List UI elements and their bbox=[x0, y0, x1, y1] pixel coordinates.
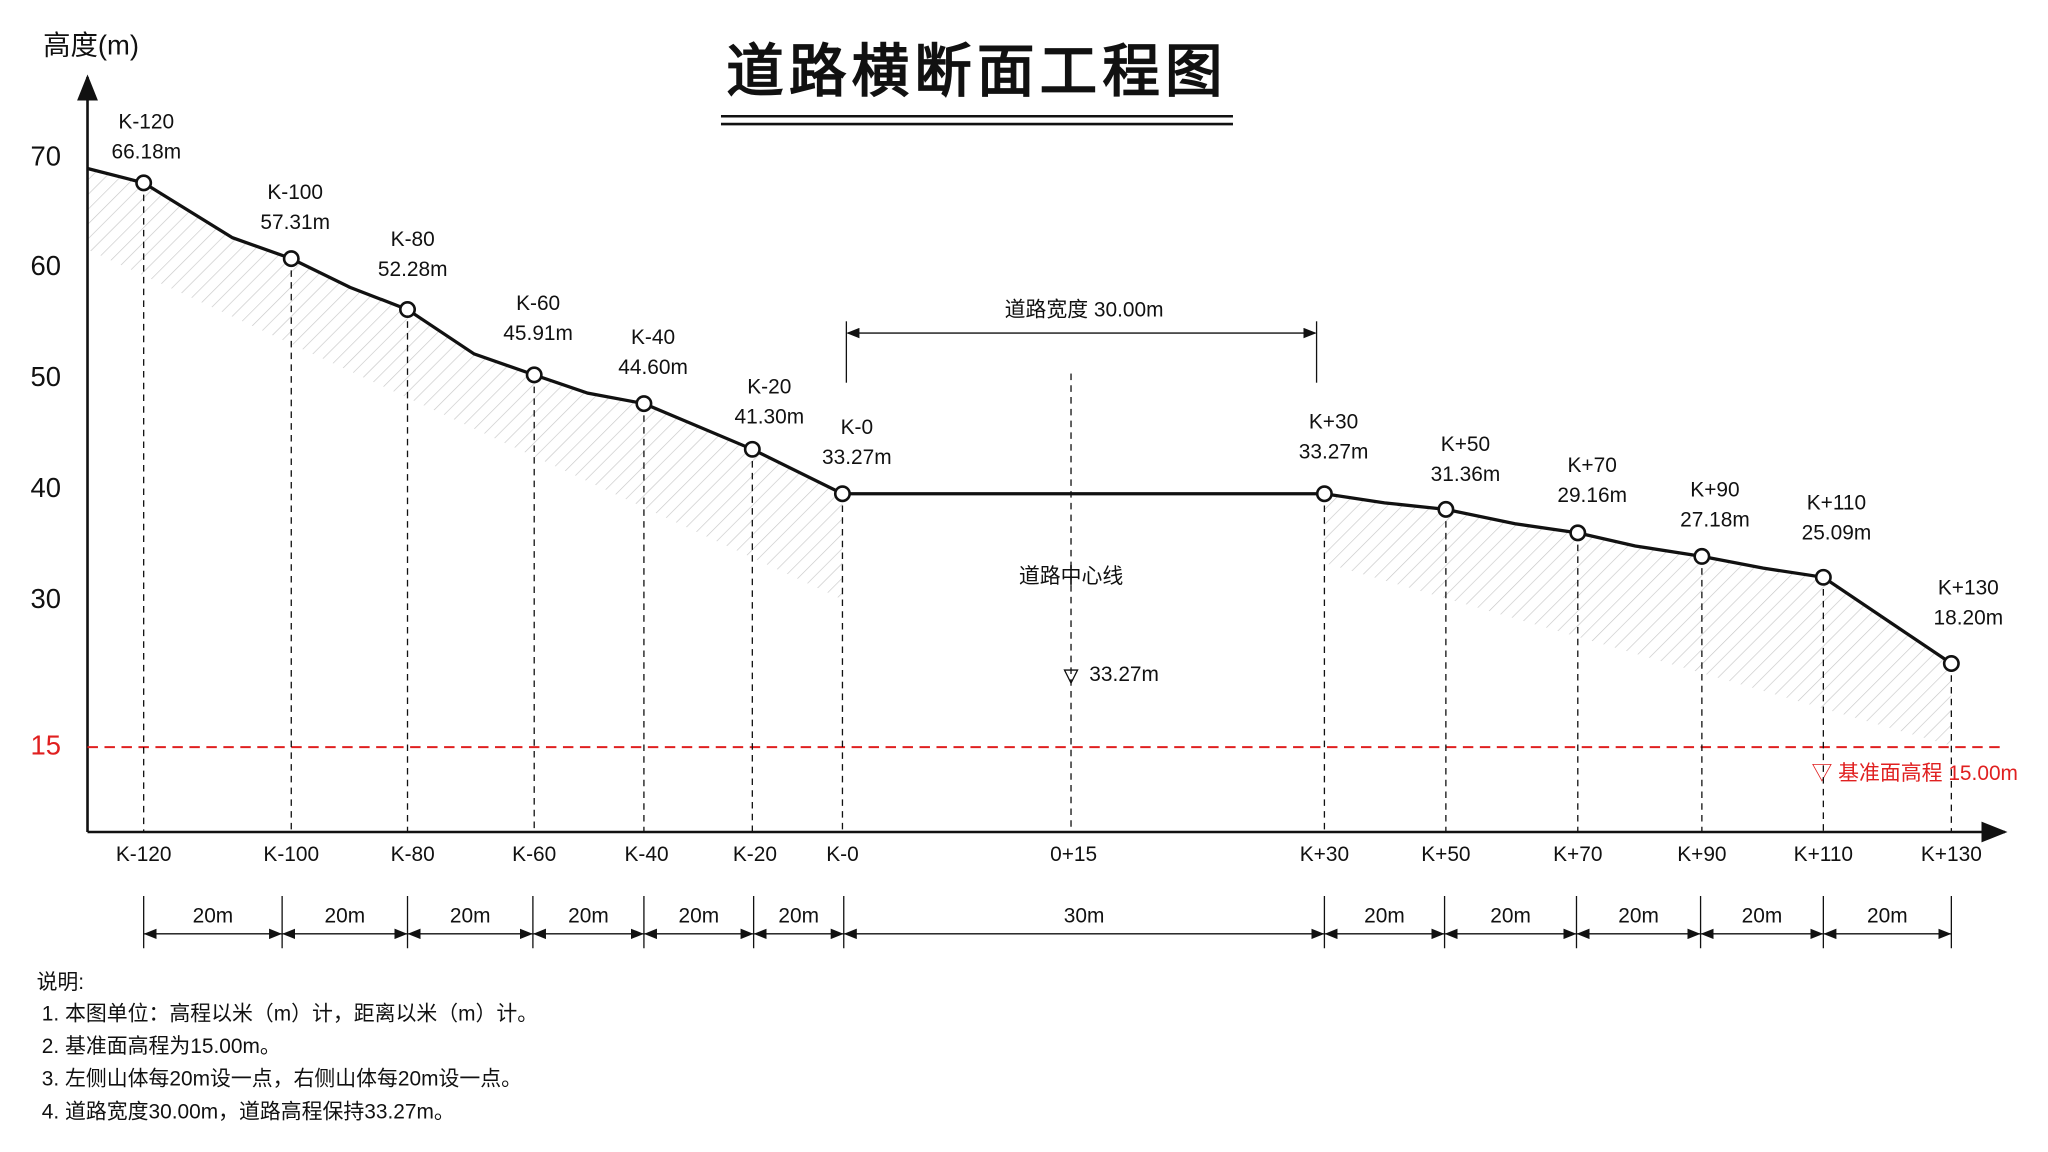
hatch-left bbox=[87, 168, 843, 600]
note: 4. 道路宽度30.00m，道路高程保持33.27m。 bbox=[42, 1100, 455, 1123]
x-axis-label: K-80 bbox=[391, 843, 435, 866]
station-elevation: 33.27m bbox=[1299, 441, 1369, 464]
x-axis-label: K-120 bbox=[116, 843, 172, 866]
y-tick-label: 30 bbox=[30, 583, 60, 614]
title: 道路横断面工程图 bbox=[726, 40, 1227, 104]
x-axis-label: K+30 bbox=[1300, 843, 1349, 866]
station-point bbox=[1942, 655, 1960, 672]
road-width-label: 道路宽度 30.00m bbox=[1005, 298, 1164, 321]
station-elevation: 29.16m bbox=[1557, 484, 1627, 507]
station-name: K-80 bbox=[391, 228, 435, 251]
station-point bbox=[1814, 568, 1832, 586]
dim-label: 20m bbox=[450, 904, 491, 927]
station-name: K+110 bbox=[1807, 492, 1866, 515]
station-point bbox=[833, 485, 851, 503]
note: 3. 左侧山体每20m设一点，右侧山体每20m设一点。 bbox=[42, 1068, 522, 1091]
datum-tick: 15 bbox=[30, 729, 60, 760]
centerline-label: 道路中心线 bbox=[1019, 565, 1123, 588]
station-point bbox=[743, 440, 761, 458]
dim-label: 20m bbox=[1867, 904, 1908, 927]
station-point bbox=[1315, 485, 1333, 503]
x-axis-label: K+90 bbox=[1677, 843, 1726, 866]
x-axis-label: K+70 bbox=[1553, 843, 1602, 866]
x-axis-label: K+50 bbox=[1421, 843, 1470, 866]
station-point bbox=[135, 174, 153, 192]
station-elevation: 41.30m bbox=[734, 405, 804, 428]
dim-label: 20m bbox=[1742, 904, 1783, 927]
dim-label: 20m bbox=[325, 904, 366, 927]
station-name: K-0 bbox=[841, 416, 874, 439]
dim-label: 20m bbox=[193, 904, 234, 927]
x-axis-label: 0+15 bbox=[1050, 843, 1097, 866]
dim-label: 20m bbox=[778, 904, 819, 927]
station-point bbox=[282, 250, 300, 268]
dim-label: 20m bbox=[1618, 904, 1659, 927]
station-elevation: 45.91m bbox=[503, 322, 573, 345]
station-point bbox=[1437, 500, 1455, 518]
hatch-right bbox=[1324, 493, 1952, 746]
dim-label: 20m bbox=[568, 904, 609, 927]
y-tick-label: 60 bbox=[30, 250, 60, 281]
note: 1. 本图单位：高程以米（m）计，距离以米（m）计。 bbox=[42, 1002, 538, 1025]
station-elevation: 44.60m bbox=[618, 356, 688, 379]
station-name: K+130 bbox=[1938, 577, 1999, 600]
note: 2. 基准面高程为15.00m。 bbox=[42, 1035, 281, 1058]
station-point bbox=[1693, 547, 1711, 565]
station-name: K-60 bbox=[516, 292, 560, 315]
centerline-elevation: 33.27m bbox=[1089, 663, 1159, 686]
station-elevation: 27.18m bbox=[1680, 509, 1750, 532]
dim-label: 20m bbox=[1490, 904, 1531, 927]
station-name: K-100 bbox=[267, 181, 323, 204]
station-point bbox=[1569, 524, 1587, 542]
station-point bbox=[525, 366, 543, 384]
dim-label: 20m bbox=[1364, 904, 1405, 927]
x-axis-label: K+130 bbox=[1921, 843, 1982, 866]
dim-label: 30m bbox=[1064, 904, 1105, 927]
station-elevation: 66.18m bbox=[111, 140, 181, 163]
station-name: K+50 bbox=[1441, 433, 1490, 456]
station-point bbox=[399, 301, 416, 319]
station-elevation: 18.20m bbox=[1934, 607, 2004, 630]
x-axis-label: K-20 bbox=[733, 843, 777, 866]
y-tick-label: 50 bbox=[30, 361, 60, 392]
datum-label: ▽ 基准面高程 15.00m bbox=[1811, 762, 2017, 785]
station-name: K+70 bbox=[1567, 454, 1616, 477]
y-axis-label: 高度(m) bbox=[43, 29, 139, 60]
y-tick-label: 40 bbox=[30, 472, 60, 503]
station-name: K-120 bbox=[118, 110, 174, 133]
x-axis-label: K-100 bbox=[263, 843, 319, 866]
station-elevation: 52.28m bbox=[378, 258, 448, 281]
station-elevation: 25.09m bbox=[1802, 522, 1872, 545]
notes-heading: 说明: bbox=[37, 971, 85, 994]
x-axis-label: K+110 bbox=[1794, 843, 1853, 866]
station-elevation: 31.36m bbox=[1431, 463, 1501, 486]
station-name: K-20 bbox=[747, 375, 791, 398]
dim-label: 20m bbox=[678, 904, 719, 927]
x-axis-label: K-40 bbox=[624, 843, 668, 866]
x-axis-label: K-0 bbox=[826, 843, 859, 866]
station-name: K+90 bbox=[1690, 479, 1739, 502]
station-elevation: 57.31m bbox=[260, 211, 330, 234]
station-point bbox=[635, 395, 653, 413]
x-axis-label: K-60 bbox=[512, 843, 556, 866]
y-tick-label: 70 bbox=[30, 140, 60, 171]
station-name: K-40 bbox=[631, 326, 675, 349]
station-name: K+30 bbox=[1309, 411, 1358, 434]
dynamic: 70 60 50 40 30 K-120 66.18m K-100 57.31m K-80 52.2… bbox=[30, 110, 2003, 1123]
ground-profile bbox=[87, 166, 1953, 665]
elevation-marker bbox=[1063, 669, 1079, 685]
station-elevation: 33.27m bbox=[822, 446, 892, 469]
